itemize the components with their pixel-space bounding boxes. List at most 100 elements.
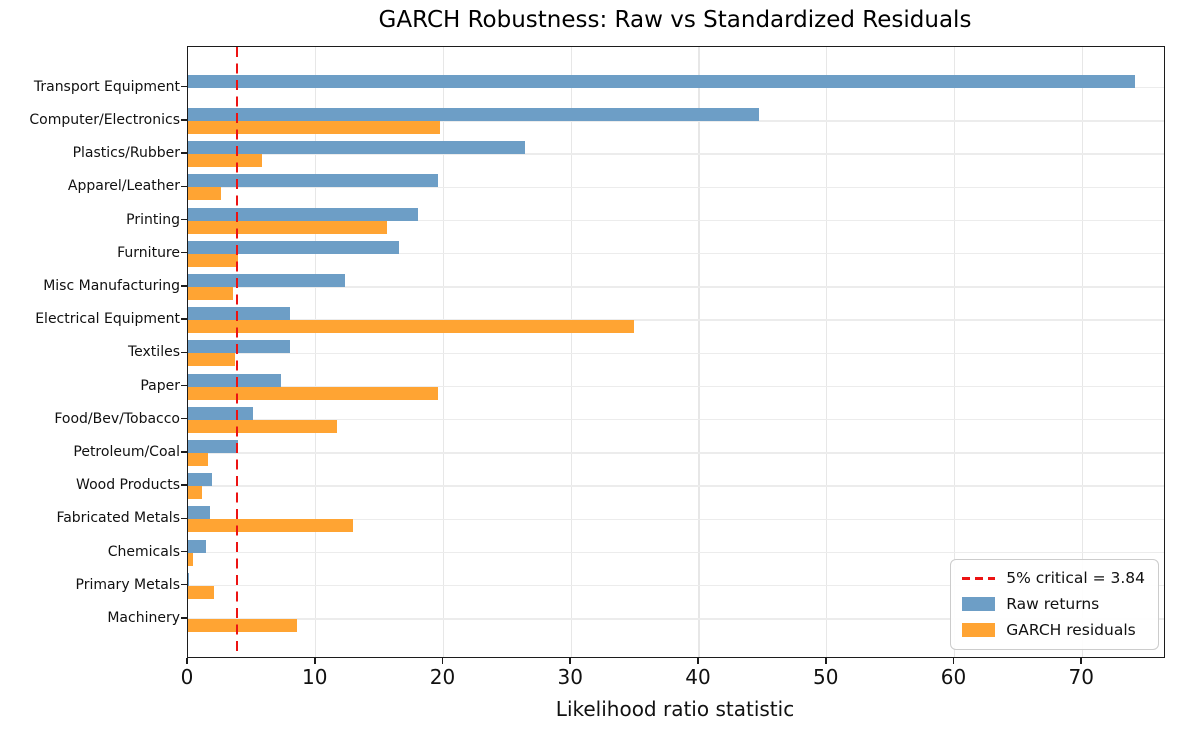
y-tick-mark-chemicals [181,550,187,553]
chart-title: GARCH Robustness: Raw vs Standardized Re… [378,7,972,33]
bar-raw-returns-paper [188,373,282,387]
legend-item-critical: 5% critical = 3.84 [962,569,1145,587]
y-gridline-petroleum-coal [188,452,1164,454]
bar-raw-returns-misc-manufacturing [188,273,346,287]
y-tick-mark-primary-metals [181,583,187,586]
critical-value-line [235,47,239,657]
x-axis-label: Likelihood ratio statistic [555,697,795,721]
x-tick-label-70: 70 [1068,665,1094,689]
bar-raw-returns-wood-products [188,473,213,487]
bar-garch-residuals-plastics-rubber [188,154,263,168]
x-tick-label-10: 10 [302,665,328,689]
x-gridline-30 [570,47,572,657]
x-tick-mark-20 [441,657,444,664]
y-tick-mark-electrical-equipment [181,318,187,320]
y-tick-label-food-bev-tobacco: Food/Bev/Tobacco [54,410,180,427]
y-tick-mark-textiles [181,351,187,354]
bar-garch-residuals-furniture [188,253,238,267]
x-gridline-50 [826,47,828,657]
x-tick-mark-0 [186,657,188,664]
legend-swatch-garch-residuals [962,623,996,637]
bar-garch-residuals-printing [188,220,388,234]
x-tick-label-50: 50 [813,665,839,689]
bar-raw-returns-printing [188,207,418,221]
x-tick-label-60: 60 [940,665,967,689]
y-gridline-paper [188,385,1164,388]
y-tick-label-textiles: Textiles [127,344,180,361]
y-gridline-food-bev-tobacco [188,419,1164,421]
bar-garch-residuals-computer-electronics [188,120,440,134]
x-tick-mark-40 [697,657,699,664]
y-tick-mark-fabricated-metals [181,517,187,520]
bar-raw-returns-food-bev-tobacco [188,406,254,420]
x-tick-label-0: 0 [180,665,194,689]
plot-area: 5% critical = 3.84 Raw returns GARCH resid… [187,46,1165,658]
y-tick-mark-transport-equipment [181,85,187,88]
y-tick-label-apparel-leather: Apparel/Leather [67,178,180,195]
y-tick-label-plastics-rubber: Plastics/Rubber [72,145,180,162]
y-tick-mark-paper [181,384,187,387]
bar-garch-residuals-fabricated-metals [188,519,353,533]
bar-garch-residuals-electrical-equipment [188,320,634,334]
y-gridline-wood-products [188,485,1164,487]
y-tick-label-furniture: Furniture [117,244,180,261]
x-tick-mark-30 [569,657,572,664]
y-tick-label-fabricated-metals: Fabricated Metals [56,510,180,527]
bar-garch-residuals-food-bev-tobacco [188,419,338,433]
bar-raw-returns-chemicals [188,539,206,553]
y-tick-label-petroleum-coal: Petroleum/Coal [73,443,180,460]
y-gridline-printing [188,219,1164,222]
y-tick-label-computer-electronics: Computer/Electronics [29,111,180,128]
y-tick-label-printing: Printing [126,211,180,228]
bar-garch-residuals-primary-metals [188,585,214,599]
x-gridline-10 [315,47,317,657]
y-gridline-furniture [188,253,1164,255]
y-gridline-misc-manufacturing [188,286,1164,288]
x-tick-label-20: 20 [429,665,456,689]
bar-raw-returns-fabricated-metals [188,506,210,520]
x-gridline-40 [698,47,700,657]
y-tick-mark-food-bev-tobacco [181,417,187,420]
x-tick-label-40: 40 [685,665,711,689]
y-tick-mark-petroleum-coal [181,451,187,453]
bar-raw-returns-plastics-rubber [188,141,526,155]
x-gridline-70 [1081,47,1083,657]
y-tick-label-transport-equipment: Transport Equipment [33,78,180,95]
y-gridline-transport-equipment [188,87,1164,89]
y-tick-label-paper: Paper [140,377,180,394]
legend-label-raw-returns: Raw returns [1006,595,1100,613]
bar-raw-returns-apparel-leather [188,174,439,188]
y-gridline-machinery [188,618,1164,620]
y-tick-label-misc-manufacturing: Misc Manufacturing [43,277,180,294]
y-gridline-fabricated-metals [188,518,1164,520]
y-gridline-chemicals [188,551,1164,554]
y-tick-mark-printing [181,218,187,221]
bar-raw-returns-furniture [188,240,399,254]
bar-garch-residuals-misc-manufacturing [188,286,233,300]
bar-garch-residuals-wood-products [188,486,203,500]
bar-garch-residuals-textiles [188,353,236,367]
y-tick-mark-furniture [181,251,187,254]
bar-garch-residuals-apparel-leather [188,187,222,201]
y-tick-mark-misc-manufacturing [181,285,187,287]
bar-garch-residuals-petroleum-coal [188,452,209,466]
x-tick-mark-10 [313,657,316,664]
y-gridline-electrical-equipment [188,319,1164,321]
legend: 5% critical = 3.84 Raw returns GARCH resid… [950,559,1159,650]
y-tick-label-primary-metals: Primary Metals [75,576,181,593]
y-tick-mark-computer-electronics [181,119,187,121]
bar-raw-returns-computer-electronics [188,107,760,121]
legend-item-garch-residuals: GARCH residuals [962,621,1145,639]
x-tick-mark-70 [1080,657,1083,664]
y-tick-label-machinery: Machinery [107,609,180,626]
bar-garch-residuals-chemicals [188,552,194,566]
legend-swatch-raw-returns [962,597,996,611]
bar-garch-residuals-paper [188,386,439,400]
y-tick-label-wood-products: Wood Products [76,477,180,494]
x-tick-mark-50 [824,657,827,664]
x-tick-label-30: 30 [557,665,583,689]
y-gridline-apparel-leather [188,186,1164,188]
y-tick-mark-plastics-rubber [181,152,187,154]
y-gridline-plastics-rubber [188,153,1164,155]
